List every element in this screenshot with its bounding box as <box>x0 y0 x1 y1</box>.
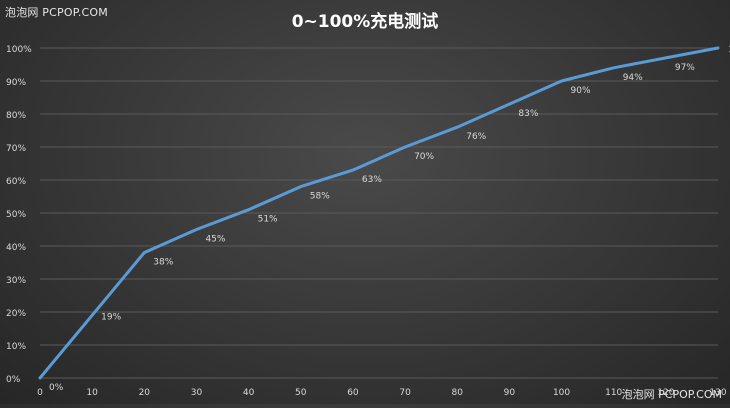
series-line <box>38 46 720 380</box>
data-label: 70% <box>414 152 434 162</box>
data-label: 19% <box>101 312 121 322</box>
data-label: 51% <box>258 215 278 225</box>
data-labels: 0% 38% 45% 51% 58% 63% 70% 76% 83% 90% 94% 97% 100% 1… <box>49 45 730 393</box>
x-tick-label: 10 <box>86 388 98 398</box>
data-label: 63% <box>362 175 382 185</box>
x-tick-label: 50 <box>295 388 307 398</box>
x-tick-label: 30 <box>191 388 203 398</box>
y-tick-label: 10% <box>6 342 26 352</box>
chart-title: 0~100%充电测试 <box>292 11 439 32</box>
x-tick-label: 40 <box>243 388 255 398</box>
data-label: 0% <box>49 383 64 393</box>
x-tick-label: 60 <box>347 388 359 398</box>
data-label: 76% <box>466 132 486 142</box>
y-tick-label: 80% <box>6 111 26 121</box>
data-label: 83% <box>518 109 538 119</box>
y-tick-label: 0% <box>6 375 21 385</box>
x-tick-label: 110 <box>605 388 622 398</box>
data-label: 38% <box>153 258 173 268</box>
y-tick-label: 90% <box>6 78 26 88</box>
watermark-top: 泡泡网 PCPOP.COM <box>5 6 108 19</box>
data-label: 45% <box>205 235 225 245</box>
y-tick-label: 100% <box>6 45 32 55</box>
data-label: 97% <box>675 63 695 73</box>
y-tick-label: 30% <box>6 276 26 286</box>
x-tick-label: 0 <box>37 388 43 398</box>
x-tick-label: 80 <box>452 388 464 398</box>
x-tick-label: 90 <box>504 388 516 398</box>
x-tick-label: 130 <box>709 388 726 398</box>
watermark-bottom: 泡泡网 PCPOP.COM <box>621 388 722 401</box>
y-tick-label: 20% <box>6 309 26 319</box>
y-tick-label: 60% <box>6 177 26 187</box>
data-label: 100% <box>728 45 730 55</box>
y-axis-ticks: 0% 10% 20% 30% 40% 50% 60% 70% 80% 90% 100% <box>6 45 32 385</box>
x-tick-label: 20 <box>139 388 151 398</box>
y-tick-label: 70% <box>6 144 26 154</box>
x-tick-label: 100 <box>553 388 570 398</box>
series-line-group <box>38 46 720 380</box>
data-label: 90% <box>571 86 591 96</box>
y-tick-label: 50% <box>6 210 26 220</box>
x-tick-label: 120 <box>657 388 674 398</box>
grid-lines <box>40 47 718 379</box>
y-tick-label: 40% <box>6 243 26 253</box>
data-label: 58% <box>310 192 330 202</box>
x-axis-ticks: 0 10 20 30 40 50 60 70 80 90 100 110 120 130 <box>37 388 727 398</box>
data-label: 94% <box>623 73 643 83</box>
x-tick-label: 70 <box>399 388 411 398</box>
